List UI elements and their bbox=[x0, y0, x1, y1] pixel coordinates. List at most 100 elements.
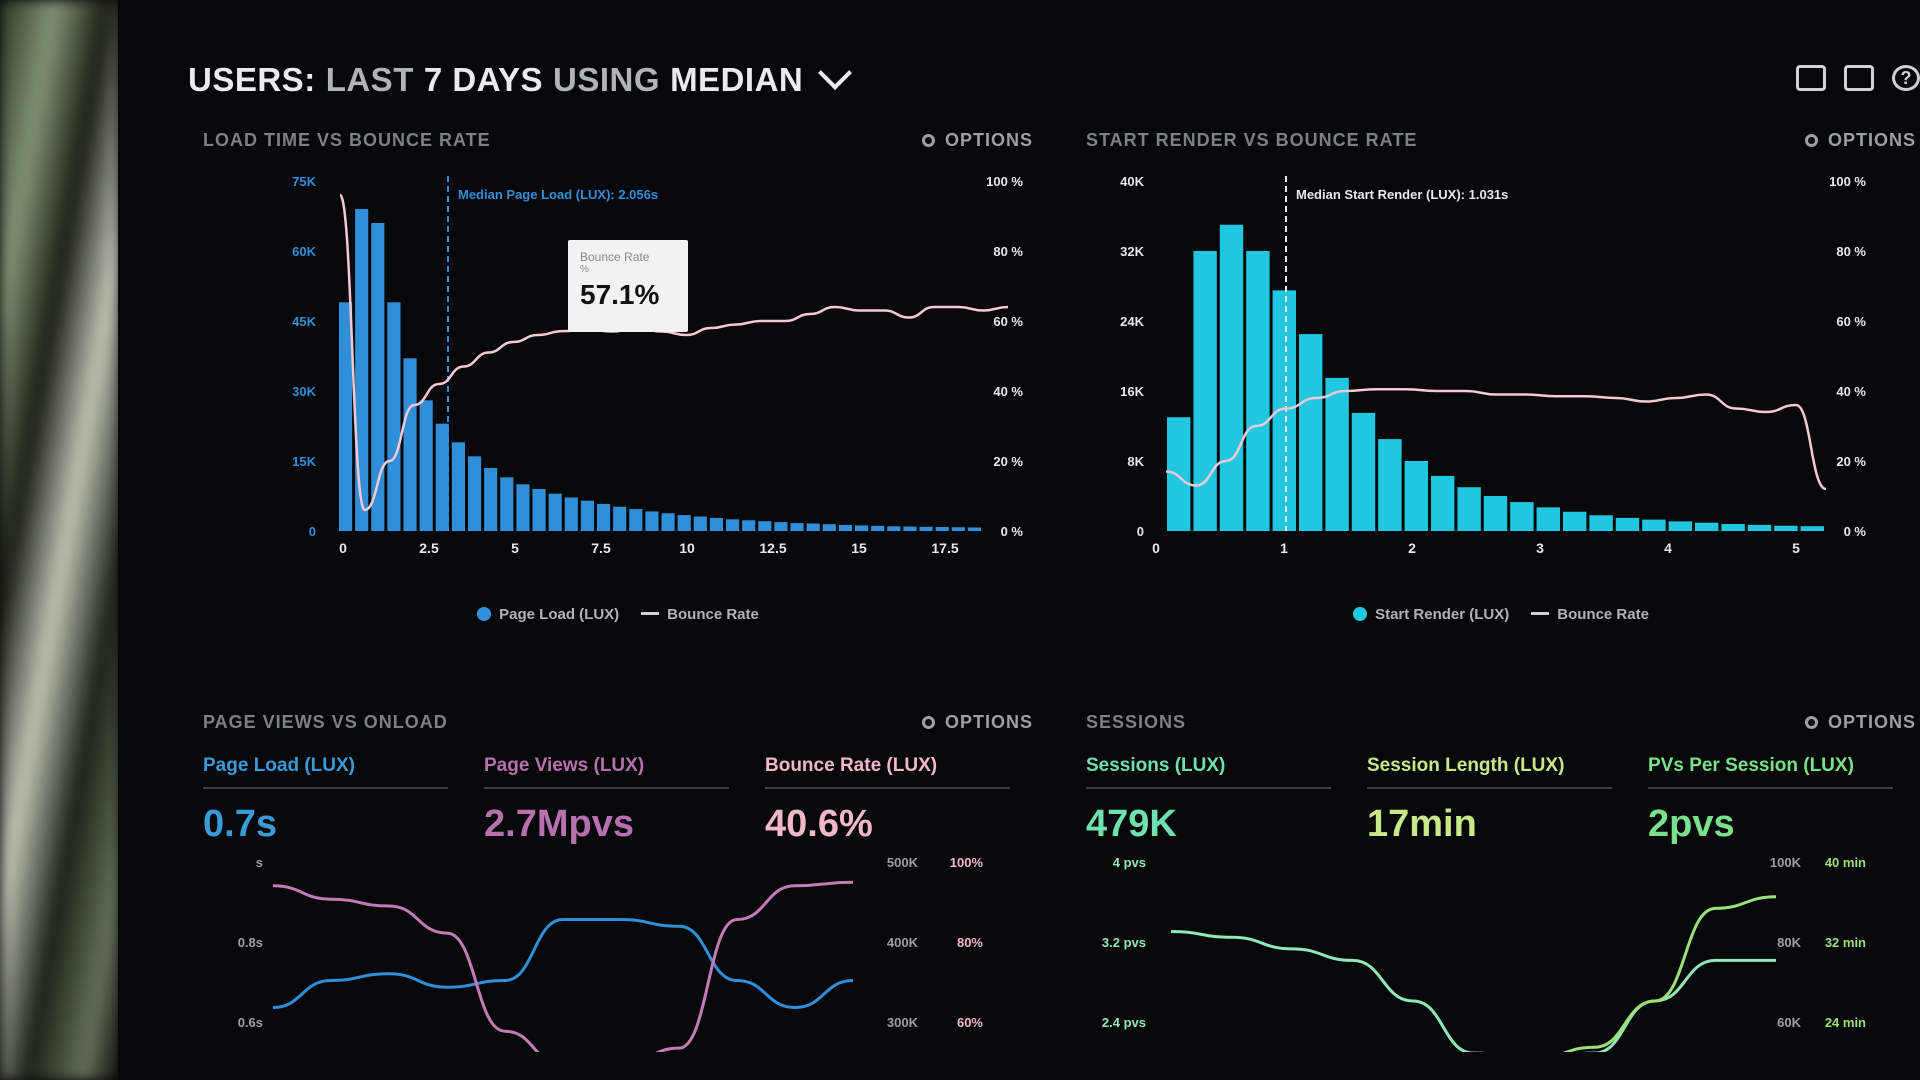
y-left-tick-label: 24K bbox=[1120, 314, 1144, 329]
histogram-bar bbox=[484, 468, 498, 531]
histogram-bar bbox=[419, 400, 433, 531]
users-label: USERS: bbox=[188, 61, 316, 98]
y-mid-tick-label: 300K bbox=[887, 1015, 919, 1030]
y-right-tick-label: 60% bbox=[957, 1015, 983, 1030]
options-label: OPTIONS bbox=[1827, 712, 1916, 732]
kpi-value: 0.7s bbox=[203, 803, 277, 845]
time-range-selector[interactable]: USERS: LAST 7 DAYS USING MEDIAN bbox=[188, 56, 853, 99]
histogram-bar bbox=[1536, 507, 1560, 531]
histogram-bar bbox=[903, 526, 917, 531]
histogram-bar bbox=[806, 523, 820, 531]
kpi-sessions: Sessions (LUX) 479K bbox=[1086, 755, 1331, 846]
histogram-bar bbox=[822, 524, 836, 531]
y-right-tick-label: 40 min bbox=[1825, 855, 1866, 870]
histogram-bar bbox=[500, 477, 514, 531]
gear-icon bbox=[921, 134, 935, 147]
histogram-bar bbox=[1272, 290, 1296, 531]
y-left-tick-label: 32K bbox=[1120, 244, 1144, 259]
histogram-bar bbox=[371, 223, 385, 531]
y-mid-tick-label: 400K bbox=[887, 935, 919, 950]
y-left-tick-label: 3.2 pvs bbox=[1102, 935, 1146, 950]
y-right-tick-label: 20 % bbox=[993, 454, 1023, 469]
y-left-tick-label: 75K bbox=[292, 174, 316, 189]
series-line bbox=[1562, 895, 1777, 1052]
kpi-value: 479K bbox=[1086, 803, 1177, 845]
histogram-bar bbox=[435, 423, 449, 531]
y-left-tick-label: 0.8s bbox=[238, 935, 263, 950]
y-left-tick-label: 2.4 pvs bbox=[1102, 1015, 1146, 1030]
x-tick-label: 5 bbox=[511, 540, 519, 556]
histogram-bar bbox=[661, 513, 675, 531]
histogram-bar bbox=[1193, 251, 1217, 531]
y-mid-tick-label: 500K bbox=[887, 855, 919, 870]
legend: Start Render (LUX) Bounce Rate bbox=[1086, 606, 1916, 623]
panel-title: SESSIONS bbox=[1086, 712, 1187, 732]
line-icon bbox=[641, 612, 660, 615]
y-mid-tick-label: 100K bbox=[1770, 855, 1802, 870]
x-tick-label: 5 bbox=[1792, 540, 1800, 556]
histogram-bar bbox=[564, 497, 578, 531]
median-label: Median Start Render (LUX): 1.031s bbox=[1296, 187, 1508, 202]
y-right-tick-label: 0 % bbox=[1001, 524, 1024, 539]
y-left-tick-label: 45K bbox=[292, 314, 316, 329]
chevron-down-icon[interactable] bbox=[818, 56, 853, 90]
histogram-bar bbox=[597, 503, 611, 531]
legend-item-bounce-rate[interactable]: Bounce Rate bbox=[641, 606, 759, 623]
histogram-bar bbox=[742, 520, 756, 531]
histogram-bar bbox=[1642, 519, 1666, 531]
legend-item-bounce-rate[interactable]: Bounce Rate bbox=[1531, 606, 1649, 623]
histogram-bar bbox=[1774, 525, 1798, 531]
options-label: OPTIONS bbox=[944, 130, 1033, 150]
help-icon[interactable]: ? bbox=[1892, 65, 1920, 91]
histogram-bar bbox=[1457, 487, 1481, 531]
histogram-bar bbox=[1404, 461, 1428, 531]
y-right-tick-label: 60 % bbox=[1836, 314, 1866, 329]
histogram-bar bbox=[677, 515, 691, 531]
y-right-tick-label: 80% bbox=[957, 935, 983, 950]
x-tick-label: 1 bbox=[1280, 540, 1288, 556]
kpi-value: 40.6% bbox=[765, 803, 873, 845]
legend: Page Load (LUX) Bounce Rate bbox=[203, 606, 1033, 623]
y-right-tick-label: 80 % bbox=[993, 244, 1023, 259]
options-button[interactable]: OPTIONS bbox=[1804, 712, 1916, 733]
kpi-page-load: Page Load (LUX) 0.7s bbox=[203, 755, 448, 846]
legend-item-start-render[interactable]: Start Render (LUX) bbox=[1353, 606, 1509, 623]
options-button[interactable]: OPTIONS bbox=[1804, 130, 1916, 151]
x-tick-label: 15 bbox=[851, 540, 867, 556]
histogram-bar bbox=[1325, 377, 1349, 531]
histogram-bar bbox=[967, 527, 981, 531]
y-left-tick-label: 8K bbox=[1127, 454, 1144, 469]
y-left-tick-label: 30K bbox=[292, 384, 316, 399]
legend-item-page-load[interactable]: Page Load (LUX) bbox=[477, 606, 619, 623]
x-tick-label: 2.5 bbox=[419, 540, 439, 556]
days-label: 7 DAYS bbox=[423, 61, 544, 98]
histogram-bar bbox=[693, 516, 707, 531]
gear-icon bbox=[1804, 134, 1818, 147]
line-icon bbox=[1531, 612, 1550, 615]
panel-title: PAGE VIEWS VS ONLOAD bbox=[203, 712, 448, 732]
tooltip-label: Bounce Rate bbox=[580, 250, 650, 264]
background-plant-blur bbox=[0, 0, 120, 1080]
options-button[interactable]: OPTIONS bbox=[921, 130, 1033, 151]
y-right-tick-label: 0 % bbox=[1844, 524, 1867, 539]
histogram-bar bbox=[548, 493, 562, 531]
x-tick-label: 2 bbox=[1408, 540, 1416, 556]
histogram-bar bbox=[1589, 515, 1613, 531]
image-icon[interactable] bbox=[1844, 65, 1874, 91]
kpi-label: Page Load (LUX) bbox=[203, 755, 448, 789]
y-left-tick-label: 60K bbox=[292, 244, 316, 259]
legend-label: Bounce Rate bbox=[1557, 606, 1649, 623]
histogram-bar bbox=[1299, 334, 1323, 531]
histogram-bar bbox=[951, 527, 965, 531]
histogram-bar bbox=[1431, 475, 1455, 531]
options-label: OPTIONS bbox=[1827, 130, 1916, 150]
histogram-bar bbox=[919, 526, 933, 531]
options-button[interactable]: OPTIONS bbox=[921, 712, 1033, 733]
histogram-bar bbox=[645, 511, 659, 531]
x-tick-label: 17.5 bbox=[931, 540, 958, 556]
tooltip-value: 57.1% bbox=[580, 279, 660, 310]
legend-label: Page Load (LUX) bbox=[499, 606, 620, 623]
monitor-icon[interactable] bbox=[1796, 65, 1826, 91]
kpi-label: Page Views (LUX) bbox=[484, 755, 729, 789]
y-right-tick-label: 100 % bbox=[986, 174, 1023, 189]
